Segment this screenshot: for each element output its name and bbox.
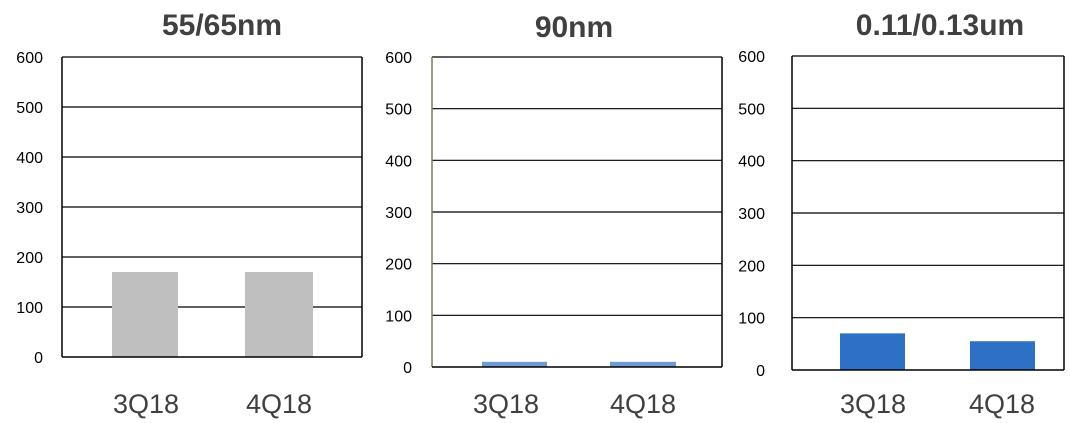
y-tick-label: 0 (403, 360, 412, 377)
y-tick-label: 100 (385, 308, 412, 325)
y-tick-label: 600 (385, 50, 412, 67)
chart-title: 55/65nm (162, 9, 282, 42)
y-tick-label: 300 (16, 200, 43, 217)
y-tick-label: 400 (738, 154, 765, 171)
bar-4q18 (970, 341, 1035, 370)
bar-3q18 (482, 361, 547, 367)
y-tick-label: 300 (385, 205, 412, 222)
chart-title: 0.11/0.13um (856, 9, 1024, 42)
x-category-label: 3Q18 (840, 389, 906, 419)
y-tick-label: 600 (738, 49, 765, 66)
y-tick-label: 200 (385, 257, 412, 274)
y-tick-label: 500 (16, 100, 43, 117)
x-category-label: 3Q18 (113, 389, 179, 419)
y-tick-label: 400 (16, 150, 43, 167)
x-category-label: 3Q18 (473, 389, 539, 419)
bar-3q18 (840, 333, 905, 370)
y-tick-label: 100 (16, 300, 43, 317)
y-tick-label: 200 (738, 258, 765, 275)
chart-title: 90nm (535, 11, 613, 44)
x-category-label: 4Q18 (610, 389, 676, 419)
y-tick-label: 500 (385, 102, 412, 119)
x-category-label: 4Q18 (246, 389, 312, 419)
bar-4q18 (610, 361, 676, 367)
y-tick-label: 300 (738, 206, 765, 223)
y-tick-label: 500 (738, 101, 765, 118)
y-tick-label: 200 (16, 250, 43, 267)
y-tick-label: 600 (16, 50, 43, 67)
x-category-label: 4Q18 (969, 389, 1035, 419)
y-tick-label: 0 (756, 363, 765, 380)
bar-3q18 (112, 272, 178, 357)
bar-4q18 (245, 272, 313, 357)
y-tick-label: 100 (738, 311, 765, 328)
y-tick-label: 0 (34, 350, 43, 367)
y-tick-label: 400 (385, 153, 412, 170)
